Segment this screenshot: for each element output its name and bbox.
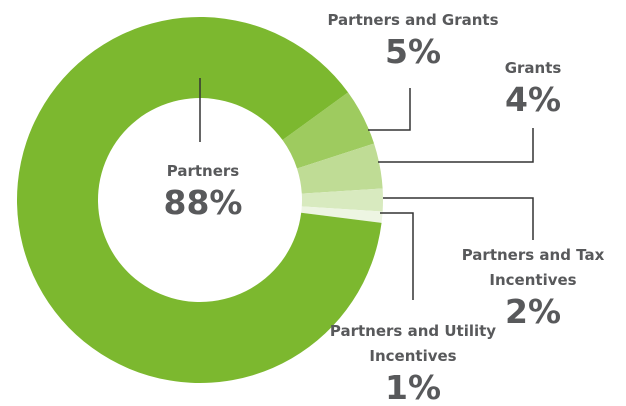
value-label: 4%	[504, 80, 562, 119]
slices	[16, 16, 383, 383]
leader-lines	[199, 78, 534, 300]
slice	[282, 92, 375, 169]
category-label: Grants	[504, 59, 562, 77]
category-label: Partners	[166, 162, 240, 180]
value-label: 1%	[384, 368, 442, 406]
leader-line	[380, 212, 414, 300]
slice	[301, 206, 383, 223]
category-label: Partners and Utility Incentives	[329, 322, 497, 365]
value-label: 2%	[504, 292, 562, 331]
slice-label: Partners 88%	[143, 159, 263, 222]
category-label: Partners and Tax Incentives	[461, 246, 605, 289]
slice	[301, 188, 383, 212]
category-label: Partners and Grants	[327, 11, 499, 29]
slice-label: Grants 4%	[473, 56, 593, 119]
value-label: 5%	[384, 32, 442, 71]
leader-line	[383, 197, 534, 240]
leader-line	[368, 88, 411, 131]
slice	[297, 143, 383, 194]
leader-line	[378, 128, 534, 163]
slice-label: Partners and Tax Incentives 2%	[448, 243, 618, 331]
slice-label: Partners and Grants 5%	[303, 8, 523, 71]
slice	[16, 16, 382, 383]
slice-label: Partners and Utility Incentives 1%	[323, 319, 503, 406]
value-label: 88%	[163, 183, 243, 222]
